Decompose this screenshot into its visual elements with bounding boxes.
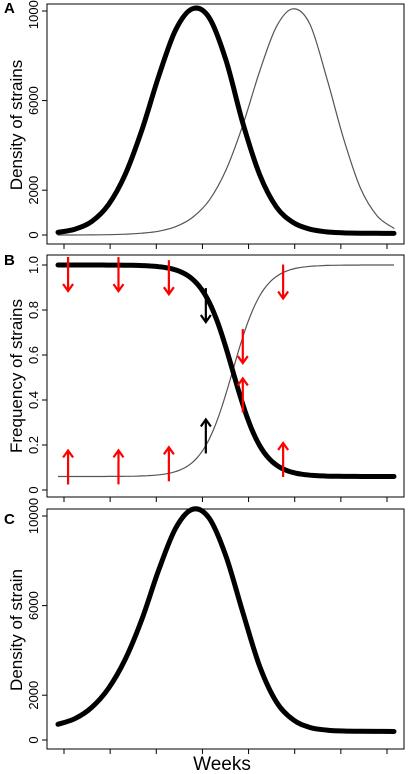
panel-c: C Density of strain 0 2000 6000 10000 Weeks [4,498,405,774]
panel-b-arrow-down [277,264,290,301]
panel-b-ytick-label: 0.2 [26,436,41,454]
panel-a-series-thin-line [57,8,395,236]
panel-a-series [55,5,397,236]
panel-c-y-axis-label: Density of strain [7,569,26,691]
panel-a-plot-area [46,3,405,245]
panel-a-ytick-label: 0 [26,231,41,238]
panel-c-ytick-label: 2000 [26,681,41,710]
panel-b-ytick-label: 0.6 [26,346,41,364]
panel-b-arrow-down [62,257,74,293]
panel-b-series [55,262,397,480]
panel-b-arrow-up [112,448,125,485]
panel-b-arrow-up [62,448,74,485]
panel-c-series [55,506,397,734]
panel-b-series-thin-line [57,264,394,478]
panel-b-arrow-up [199,417,212,454]
panel-b-plot-area [46,254,405,498]
panel-c-plot-area [46,508,405,750]
panel-b-label: B [4,252,15,269]
panel-a-label: A [4,0,15,17]
panel-b-arrow-up [162,445,175,482]
panel-b-y-axis-label: Frequency of strains [7,299,26,453]
panel-b-arrow-down [199,288,212,324]
panel-a-ytick-label: 6000 [26,86,41,115]
panel-c-ticks: 0 2000 6000 10000 [26,498,388,754]
panel-b: B Frequency of strains 0 0.2 0.4 0.6 0.8 1.0 [4,252,405,502]
panel-b-arrow-up [277,441,290,477]
panel-b-ticks: 0 0.2 0.4 0.6 0.8 1.0 [26,256,388,502]
panel-a-y-axis-label: Density of strains [7,60,26,190]
panel-b-arrows [62,257,290,485]
panel-b-ytick-label: 0.4 [26,391,41,409]
panel-c-ytick-label: 10000 [26,498,41,534]
panel-b-arrow-up [236,376,249,413]
panel-c-ytick-label: 6000 [26,591,41,620]
panel-b-arrow-down [162,260,175,297]
panel-a-ytick-label: 2000 [26,176,41,205]
panel-b-ytick-label: 0.8 [26,301,41,319]
panel-b-arrow-down [236,329,249,365]
panel-b-ytick-label: 0 [26,486,41,493]
panel-a-series-thick-line [55,5,397,236]
panel-a-ticks: 0 2000 6000 10000 [26,0,388,249]
panel-c-label: C [4,511,15,528]
panel-a: A Density of strains 0 2000 6000 10000 [4,0,405,249]
panel-b-arrow-down [112,257,125,294]
panel-a-ytick-label: 10000 [26,0,41,29]
x-axis-label: Weeks [193,754,251,774]
panel-b-series-thick-line [55,262,397,480]
panel-c-series-thick-line [55,506,397,734]
panel-b-ytick-label: 1.0 [26,256,41,274]
panel-c-ytick-label: 0 [26,736,41,743]
